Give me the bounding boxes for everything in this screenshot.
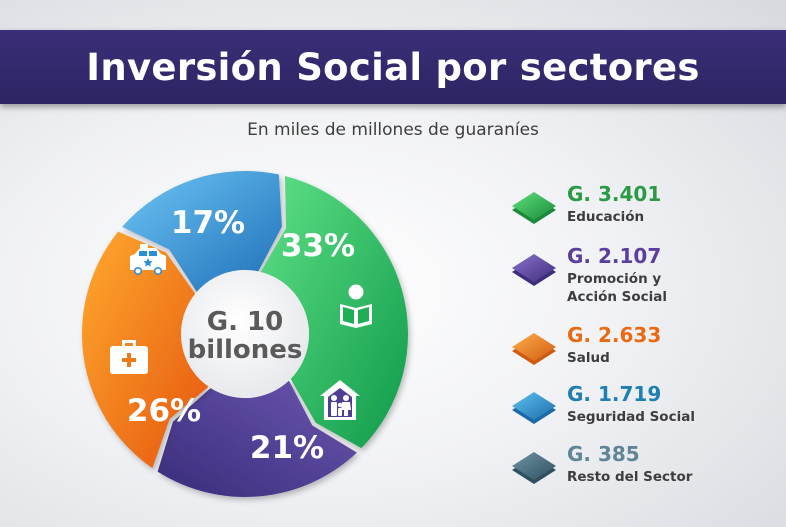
- slice-label-educacion: 33%: [281, 228, 355, 264]
- legend-diamond-icon: [512, 192, 556, 224]
- slice-label-promocion: 21%: [250, 430, 324, 466]
- legend-value: G. 2.107: [567, 244, 662, 268]
- slice-label-seguridad-social: 17%: [171, 205, 245, 241]
- legend-label: Salud: [567, 350, 610, 366]
- legend-label: Promoción y Acción Social: [567, 270, 667, 306]
- center-label-line2: billones: [188, 335, 303, 365]
- medical-kit-icon: [110, 340, 148, 374]
- donut-slice-promoci-n-y-acci-n-social: [157, 380, 357, 498]
- legend-value: G. 2.633: [567, 323, 662, 347]
- donut-slice-educaci-n: [260, 175, 408, 449]
- donut-slice-seguridad-social: [122, 171, 282, 292]
- page-title: Inversión Social por sectores: [86, 45, 700, 89]
- family-house-icon: [320, 380, 360, 420]
- legend-diamond-icon: [512, 254, 556, 286]
- police-car-icon: [130, 244, 166, 275]
- legend-value: G. 385: [567, 442, 640, 466]
- legend-value: G. 3.401: [567, 182, 662, 206]
- donut-center: [181, 270, 309, 398]
- legend-label: Educación: [567, 209, 645, 225]
- legend-diamond-icon: [512, 392, 556, 424]
- legend-label-line: Acción Social: [567, 289, 668, 305]
- title-band: Inversión Social por sectores: [0, 30, 786, 104]
- legend-label-line: Promoción y: [567, 271, 662, 287]
- center-label-line1: G. 10: [207, 307, 283, 337]
- legend-diamond-icon: [512, 452, 556, 484]
- legend-label: Resto del Sector: [567, 469, 693, 485]
- reading-student-icon: [340, 284, 372, 328]
- legend-diamond-icon: [512, 333, 556, 365]
- slice-label-salud: 26%: [127, 393, 201, 429]
- legend-label: Seguridad Social: [567, 409, 695, 425]
- legend-value: G. 1.719: [567, 382, 662, 406]
- chart-subtitle: En miles de millones de guaraníes: [247, 120, 539, 140]
- donut-segments: [82, 171, 408, 498]
